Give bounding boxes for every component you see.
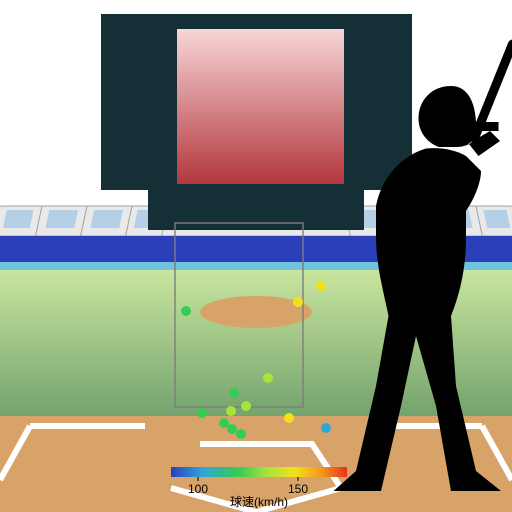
pitch-marker	[293, 297, 303, 307]
stand-window	[90, 210, 123, 228]
pitch-marker	[321, 423, 331, 433]
colorbar	[171, 467, 347, 477]
pitch-marker	[219, 418, 229, 428]
pitch-marker	[197, 408, 207, 418]
pitch-marker	[263, 373, 273, 383]
stand-window	[483, 210, 510, 228]
colorbar-label: 球速(km/h)	[230, 495, 288, 509]
pitch-marker	[236, 429, 246, 439]
colorbar-tick-label: 100	[188, 482, 208, 496]
pitch-marker	[284, 413, 294, 423]
pitch-marker	[241, 401, 251, 411]
pitch-marker	[181, 306, 191, 316]
pitch-marker	[227, 424, 237, 434]
colorbar-tick-label: 150	[288, 482, 308, 496]
scoreboard-screen	[177, 29, 344, 184]
pitch-marker	[226, 406, 236, 416]
scoreboard-base	[148, 190, 364, 230]
pitch-marker	[316, 281, 326, 291]
stand-window	[3, 210, 34, 228]
stand-window	[45, 210, 78, 228]
pitch-marker	[229, 388, 239, 398]
